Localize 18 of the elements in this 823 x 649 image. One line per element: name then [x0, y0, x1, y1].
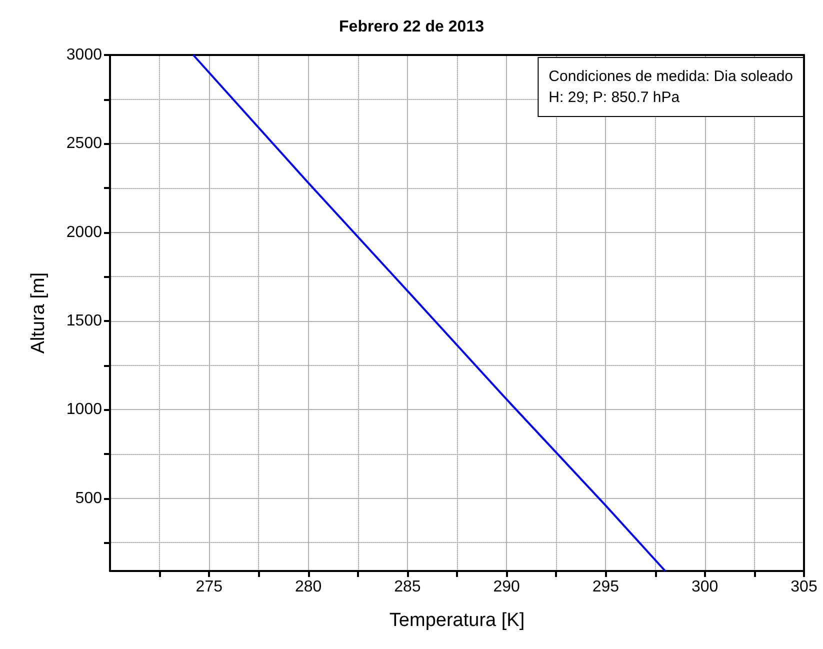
x-tick-label: 295 [592, 578, 620, 596]
chart-title: Febrero 22 de 2013 [339, 18, 484, 36]
annotation: H: 29; P: 850.7 hPa [548, 89, 680, 106]
x-tick-label: 275 [196, 578, 223, 596]
x-axis-title: Temperatura [K] [389, 610, 525, 631]
y-axis-title: Altura [m] [28, 272, 49, 354]
y-tick-label: 1500 [66, 312, 102, 330]
x-tick-label: 280 [294, 578, 322, 596]
y-tick-label: 2000 [66, 224, 102, 241]
y-tick-label: 500 [75, 490, 102, 507]
x-tick-label: 290 [493, 578, 520, 596]
x-tick-label: 285 [394, 578, 421, 596]
x-tick-label: 305 [790, 578, 818, 596]
y-tick-label: 3000 [66, 46, 102, 64]
y-tick-label: 1000 [66, 401, 102, 418]
x-tick-label: 300 [692, 578, 718, 596]
y-tick-label: 2500 [66, 135, 102, 152]
annotation: Condiciones de medida: Dia soleado [548, 68, 794, 85]
